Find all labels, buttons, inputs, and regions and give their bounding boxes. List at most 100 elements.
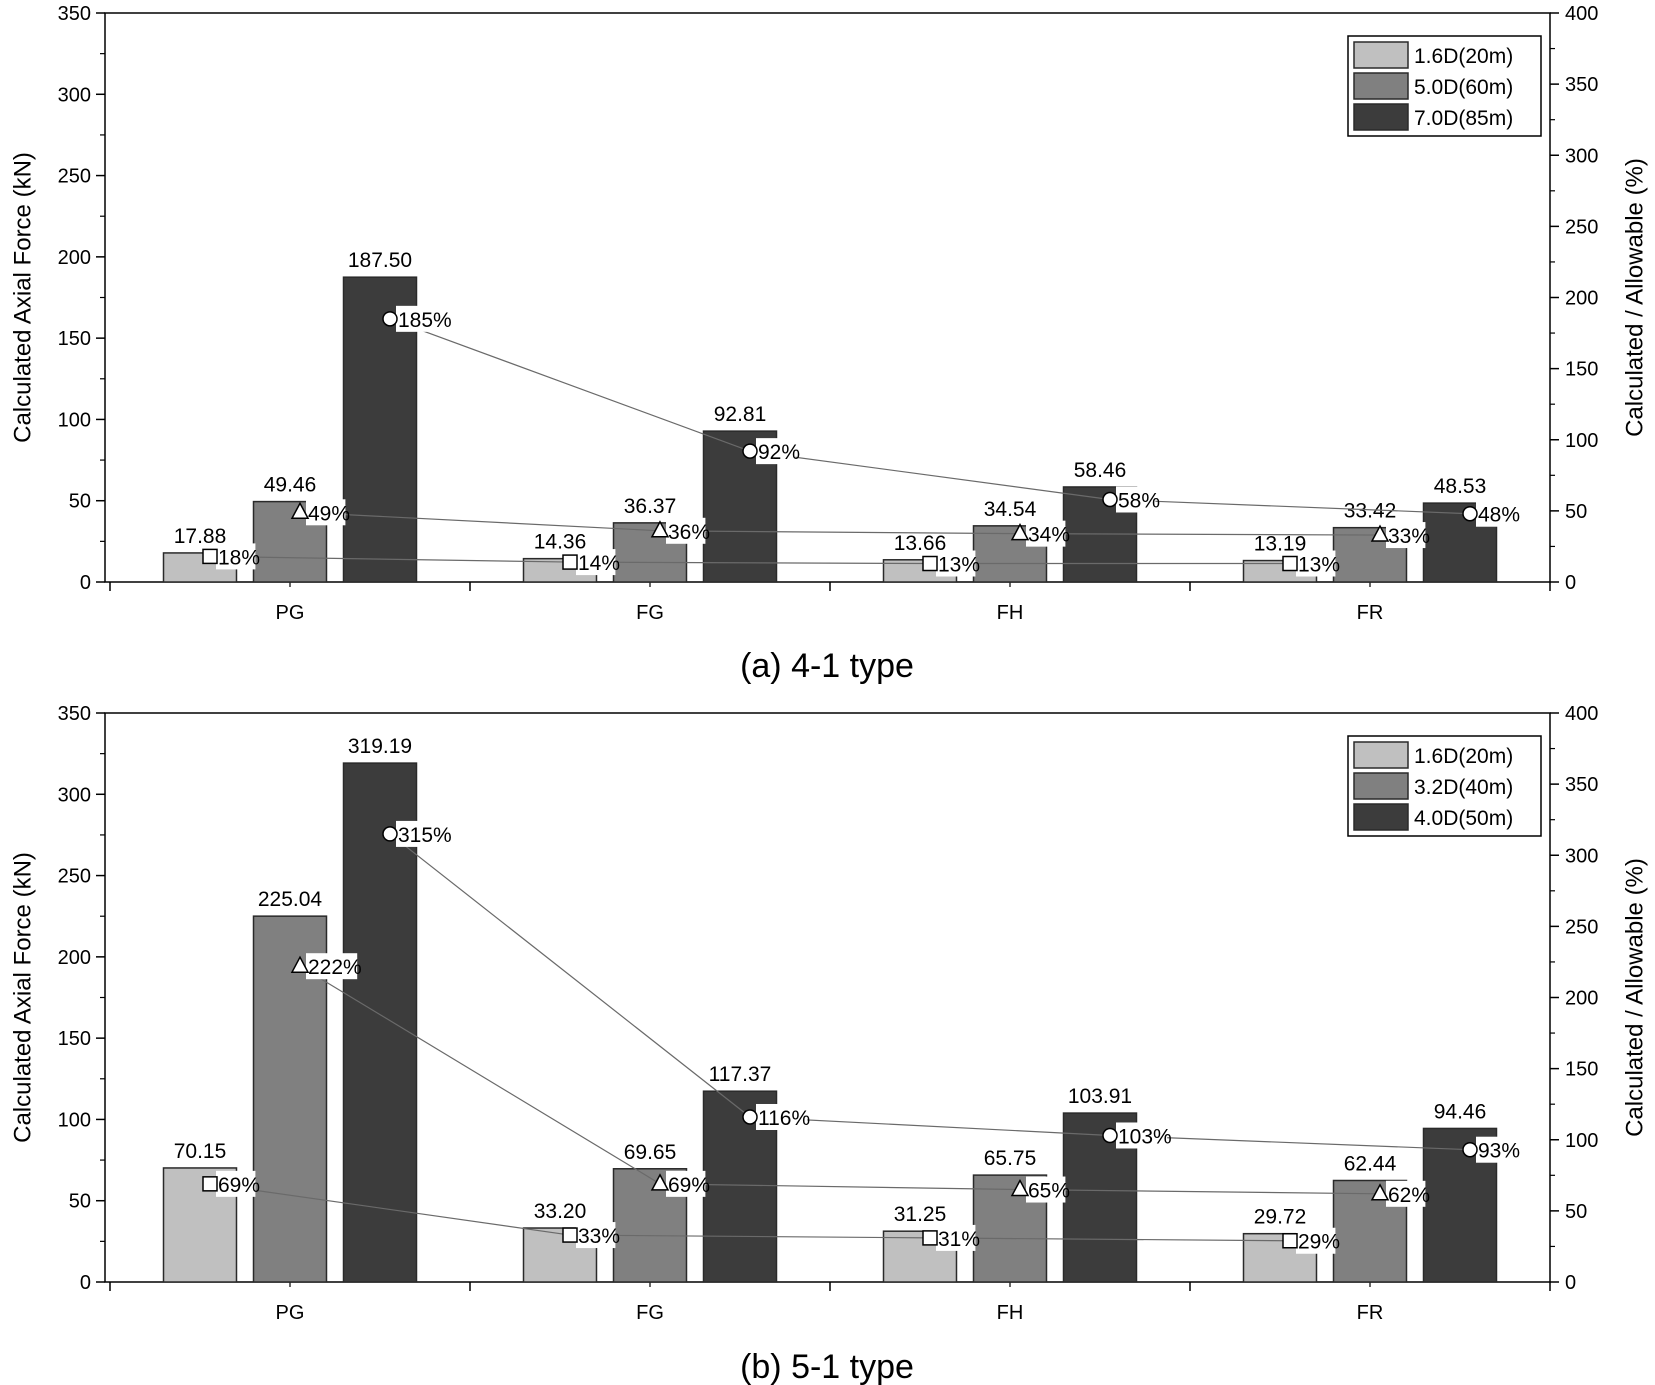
y2-tick-label: 300 <box>1565 145 1598 167</box>
ratio-label: 18% <box>218 546 260 569</box>
bar <box>522 1227 598 1283</box>
y-tick-label: 300 <box>58 84 91 106</box>
ratio-marker-circle <box>742 1109 758 1125</box>
ratio-label: 33% <box>1388 525 1430 548</box>
ratio-label-bg <box>306 499 346 526</box>
ratio-label-bg <box>576 1222 616 1249</box>
ratio-marker-triangle <box>1010 523 1030 541</box>
bar-value-label: 33.42 <box>1344 500 1397 523</box>
legend-label: 5.0D(60m) <box>1414 76 1513 99</box>
y-tick-label: 50 <box>69 491 91 513</box>
ratio-marker-triangle <box>650 1173 670 1191</box>
ratio-label: 69% <box>668 1174 710 1197</box>
y2-tick-label: 150 <box>1565 1059 1598 1081</box>
y-tick-label: 150 <box>58 328 91 350</box>
y2-tick-label: 250 <box>1565 216 1598 238</box>
ratio-line <box>209 1183 1291 1242</box>
bar-value-label: 70.15 <box>174 1140 227 1163</box>
ratio-label-bg <box>396 305 448 332</box>
ratio-marker-circle <box>382 826 398 842</box>
bar-value-label: 36.37 <box>624 495 677 518</box>
ratio-line <box>209 555 1290 565</box>
ratio-marker-circle <box>382 311 398 327</box>
ratio-line <box>299 511 1381 536</box>
legend-swatch <box>1353 41 1409 69</box>
ratio-label: 48% <box>1478 504 1520 527</box>
bar <box>612 522 688 583</box>
chart-caption-a: (a) 4-1 type <box>740 647 914 685</box>
x-category-label: PG <box>276 1302 305 1324</box>
y2-tick-label: 100 <box>1565 1130 1598 1152</box>
y2-tick-label: 50 <box>1565 1201 1587 1223</box>
legend-swatch <box>1353 103 1409 131</box>
bar-value-label: 49.46 <box>264 474 317 497</box>
ratio-label: 62% <box>1388 1184 1430 1207</box>
ratio-marker-triangle <box>1370 1183 1390 1201</box>
ratio-label: 49% <box>308 502 350 525</box>
ratio-label-bg <box>1476 1136 1516 1163</box>
x-category-label: FG <box>636 1302 664 1324</box>
y-axis-title: Calculated Axial Force (kN) <box>9 852 36 1143</box>
bar-value-label: 34.54 <box>984 498 1037 521</box>
x-category-label: FH <box>997 602 1024 624</box>
y2-tick-label: 0 <box>1565 1272 1576 1294</box>
y-tick-label: 0 <box>80 572 91 594</box>
ratio-marker-triangle <box>650 520 670 538</box>
x-category-label: FR <box>1357 1302 1384 1324</box>
ratio-marker-circle <box>742 443 758 459</box>
ratio-marker-square <box>202 548 218 565</box>
plot-frame <box>104 12 1551 583</box>
legend-label: 4.0D(50m) <box>1414 807 1513 830</box>
y2-tick-label: 350 <box>1565 774 1598 796</box>
bar <box>342 762 418 1283</box>
legend-label: 7.0D(85m) <box>1414 107 1513 130</box>
ratio-label: 222% <box>308 956 362 979</box>
ratio-marker-triangle <box>290 955 310 973</box>
y-tick-label: 350 <box>58 3 91 25</box>
legend-label: 1.6D(20m) <box>1414 745 1513 768</box>
ratio-label: 14% <box>578 552 620 575</box>
ratio-label-bg <box>216 543 256 570</box>
ratio-marker-square <box>562 1227 578 1243</box>
legend-swatch <box>1353 72 1409 100</box>
bar-value-label: 48.53 <box>1434 475 1487 498</box>
y2-tick-label: 200 <box>1565 288 1598 310</box>
bar-value-label: 65.75 <box>984 1147 1037 1170</box>
ratio-marker-circle <box>1102 491 1118 508</box>
bar-value-label: 58.46 <box>1074 459 1127 482</box>
bar-value-label: 13.66 <box>894 532 947 555</box>
bar-value-label: 225.04 <box>258 888 323 911</box>
ratio-marker-square <box>202 1176 218 1192</box>
ratio-label-bg <box>1386 522 1426 549</box>
bar-value-label: 13.19 <box>1254 533 1307 556</box>
ratio-label-bg <box>216 1170 256 1197</box>
y-tick-label: 50 <box>69 1191 91 1213</box>
ratio-marker-square <box>922 555 938 572</box>
bar-value-label: 31.25 <box>894 1203 947 1226</box>
ratio-label-bg <box>576 549 616 576</box>
y-tick-label: 250 <box>58 166 91 188</box>
ratio-label: 69% <box>218 1174 260 1197</box>
ratio-label: 31% <box>938 1228 980 1251</box>
ratio-label: 315% <box>398 824 452 847</box>
y2-tick-label: 400 <box>1565 703 1598 725</box>
y2-tick-label: 300 <box>1565 845 1598 867</box>
legend-swatch <box>1353 772 1409 800</box>
ratio-label-bg <box>1386 1180 1426 1207</box>
y-tick-label: 200 <box>58 247 91 269</box>
y2-tick-label: 100 <box>1565 430 1598 452</box>
ratio-line <box>389 833 1471 1151</box>
y-tick-label: 100 <box>58 1109 91 1131</box>
y-tick-label: 250 <box>58 866 91 888</box>
ratio-label: 58% <box>1118 489 1160 512</box>
ratio-line <box>389 318 1471 515</box>
ratio-label-bg <box>1296 1227 1336 1254</box>
chart-panel-a: 0 50 100 150 200 250 300 350 0 50 100 150 200 250 300 3… <box>9 3 1648 624</box>
ratio-label-bg <box>936 550 976 577</box>
bar-value-label: 103.91 <box>1068 1085 1132 1108</box>
ratio-marker-square <box>1282 555 1298 572</box>
bar-value-label: 92.81 <box>714 403 767 426</box>
ratio-marker-triangle <box>290 501 310 520</box>
ratio-label: 93% <box>1478 1140 1520 1163</box>
